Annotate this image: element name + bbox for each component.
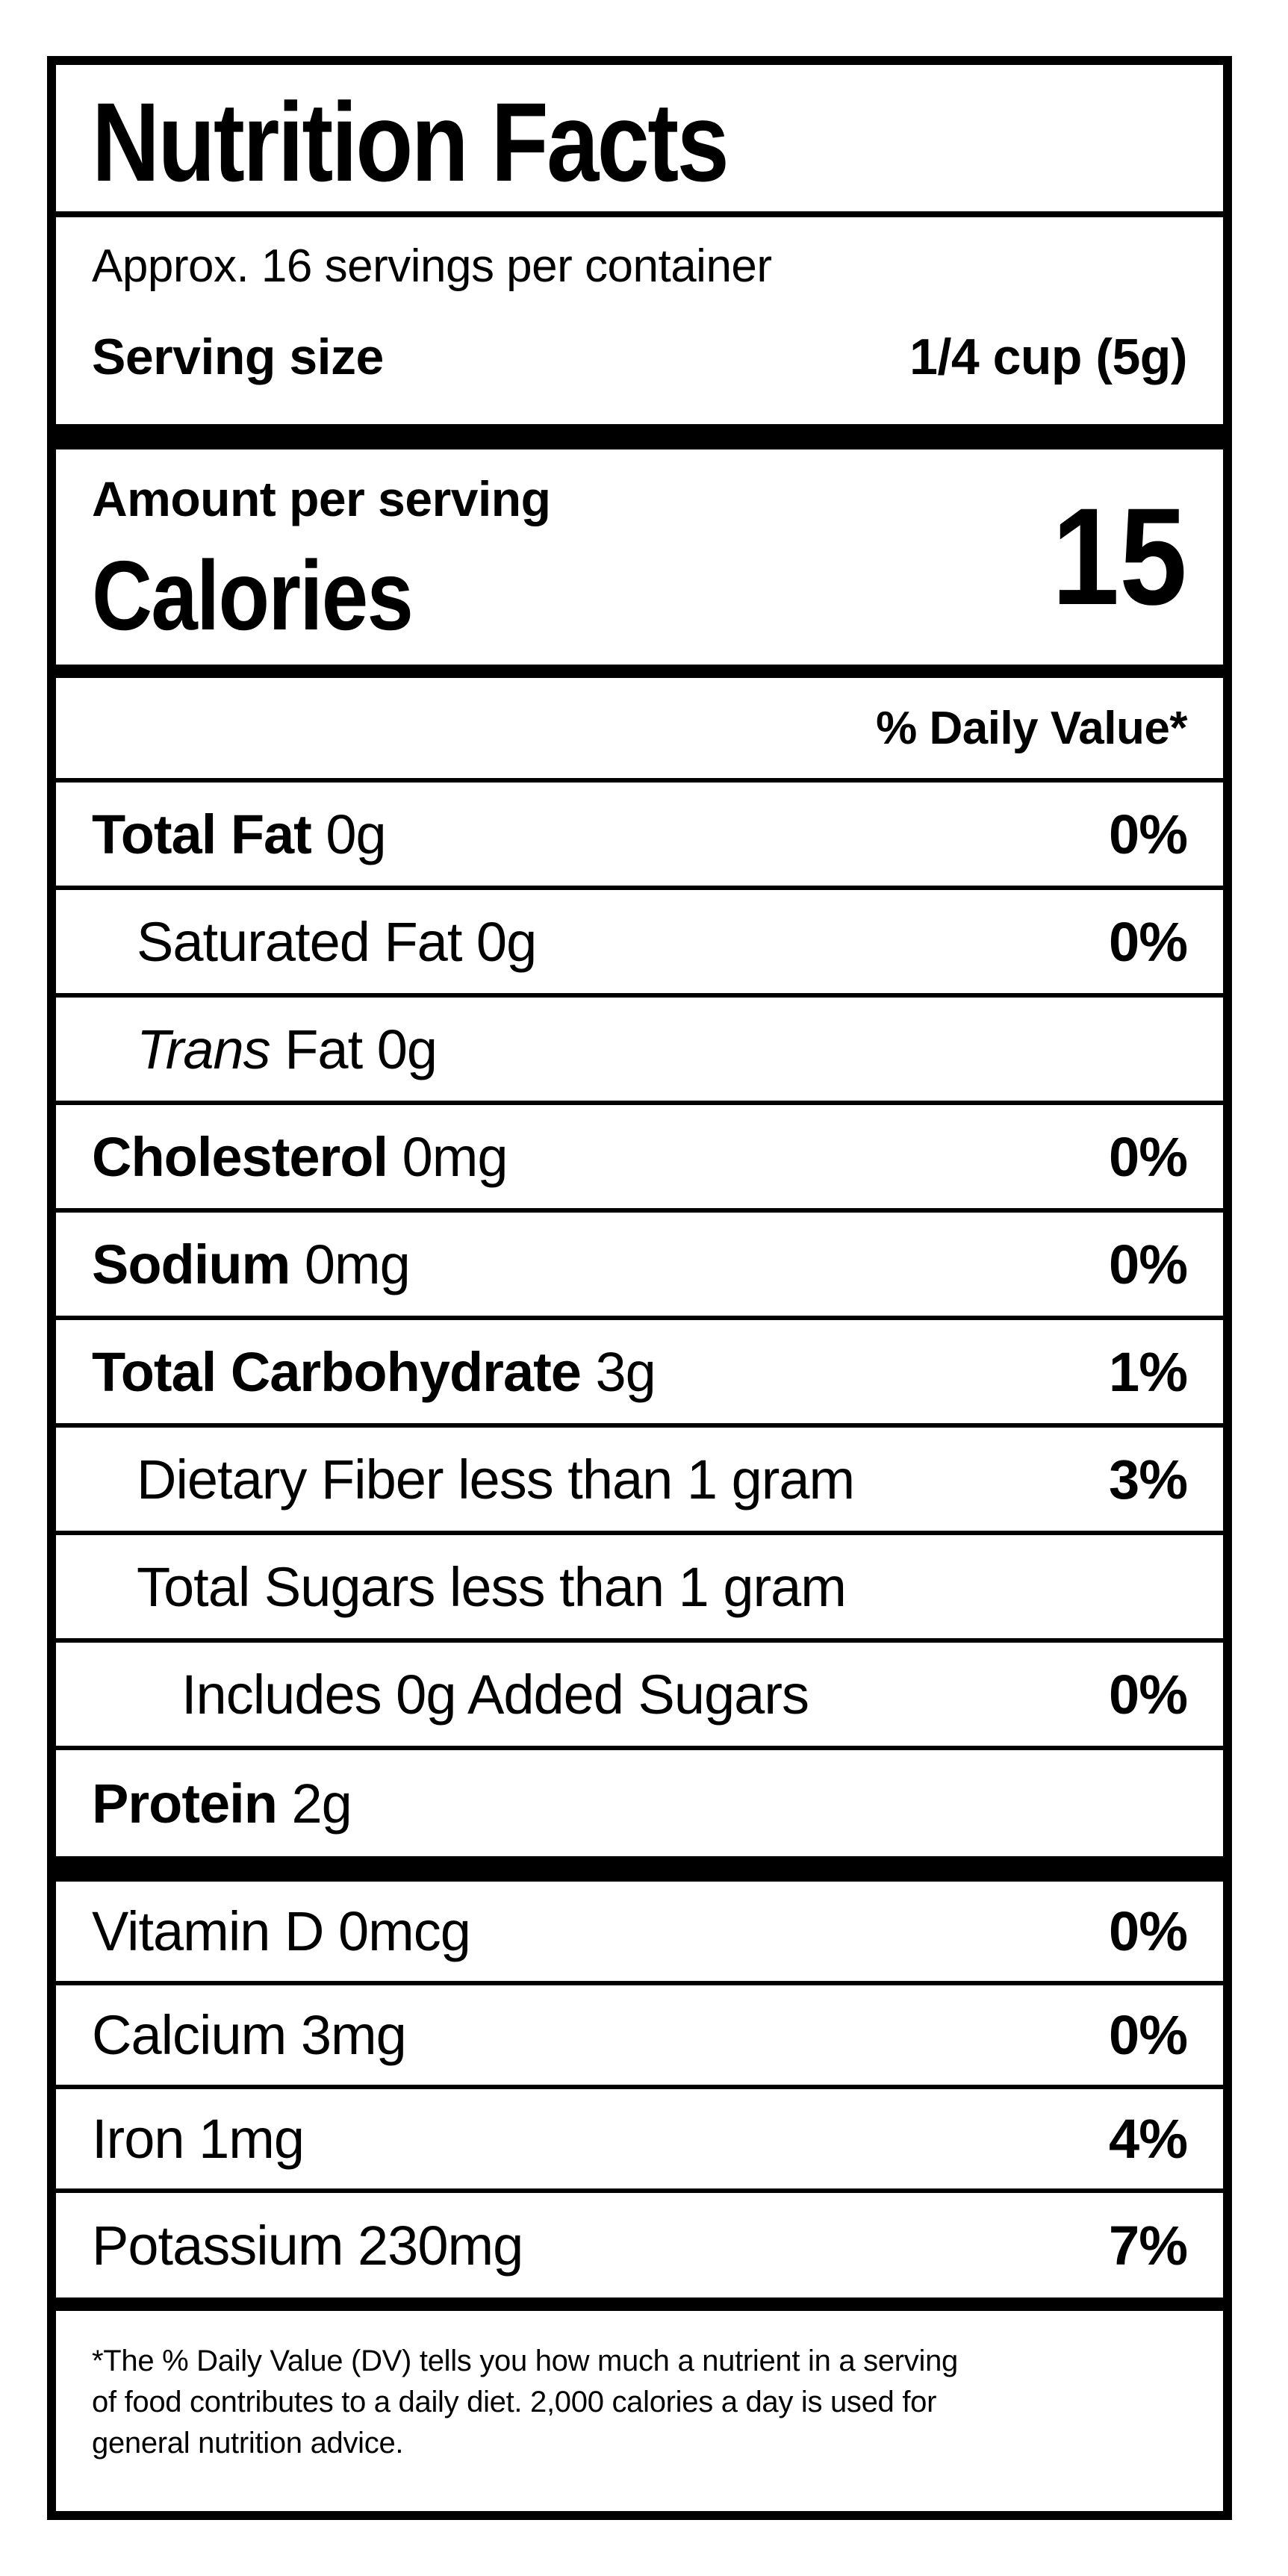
vitamin-rows: Vitamin D 0mcg 0% Calcium 3mg 0% Iron 1mg 4% P… (56, 1882, 1223, 2297)
amount-per-serving-label: Amount per serving (92, 471, 551, 526)
nutrient-row: Includes 0g Added Sugars 0% (56, 1643, 1223, 1750)
nutrient-name: Includes 0g Added Sugars (181, 1663, 809, 1726)
nutrient-daily-value: 0% (1109, 2004, 1188, 2066)
nutrient-name: Calcium 3mg (92, 2004, 407, 2066)
footnote: *The % Daily Value (DV) tells you how mu… (56, 2311, 1223, 2511)
nutrient-name: Sodium 0mg (92, 1233, 411, 1295)
nutrient-daily-value: 4% (1109, 2108, 1188, 2170)
nutrient-row: Cholesterol 0mg 0% (56, 1105, 1223, 1213)
nutrient-row: Iron 1mg 4% (56, 2089, 1223, 2193)
nutrient-daily-value: 0% (1109, 803, 1188, 865)
title-block: Nutrition Facts (56, 65, 1223, 217)
nutrient-row: Protein 2g (56, 1750, 1223, 1856)
nutrient-daily-value: 0% (1109, 1900, 1188, 1962)
nutrient-row: Trans Fat 0g (56, 998, 1223, 1105)
footnote-line: of food contributes to a daily diet. 2,0… (92, 2386, 937, 2418)
nutrient-rows: Total Fat 0g 0% Saturated Fat 0g 0% Trans Fa… (56, 783, 1223, 1856)
nutrient-row: Total Fat 0g 0% (56, 783, 1223, 890)
nutrient-row: Sodium 0mg 0% (56, 1213, 1223, 1320)
daily-value-header: % Daily Value* (56, 678, 1223, 783)
nutrient-name: Cholesterol 0mg (92, 1125, 508, 1188)
nutrient-row: Calcium 3mg 0% (56, 1985, 1223, 2089)
nutrient-row: Total Sugars less than 1 gram (56, 1535, 1223, 1643)
nutrient-name: Total Carbohydrate 3g (92, 1340, 656, 1403)
nutrient-name: Dietary Fiber less than 1 gram (137, 1448, 855, 1511)
nutrition-facts-label: Nutrition Facts Approx. 16 servings per … (47, 56, 1232, 2520)
nutrient-name: Protein 2g (92, 1772, 352, 1835)
serving-info-section: Approx. 16 servings per container Servin… (56, 217, 1223, 424)
nutrient-name: Saturated Fat 0g (137, 910, 537, 973)
nutrient-name: Iron 1mg (92, 2108, 305, 2170)
nutrient-row: Vitamin D 0mcg 0% (56, 1882, 1223, 1985)
footnote-line: *The % Daily Value (DV) tells you how mu… (92, 2345, 958, 2377)
nutrient-name: Total Fat 0g (92, 803, 387, 865)
calories-section: Amount per serving Calories 15 (56, 449, 1223, 665)
medium-divider-bar (56, 2297, 1223, 2311)
nutrient-name: Total Sugars less than 1 gram (137, 1555, 847, 1618)
footnote-line: general nutrition advice. (92, 2427, 404, 2460)
nutrient-daily-value: 0% (1109, 1663, 1188, 1726)
nutrient-daily-value: 1% (1109, 1340, 1188, 1403)
calories-label: Calories (92, 541, 414, 650)
nutrient-daily-value: 0% (1109, 1125, 1188, 1188)
nutrient-row: Potassium 230mg 7% (56, 2193, 1223, 2297)
serving-size-row: Serving size 1/4 cup (5g) (92, 328, 1187, 386)
serving-size-label: Serving size (92, 329, 384, 385)
nutrient-name: Potassium 230mg (92, 2214, 523, 2277)
servings-per-container: Approx. 16 servings per container (92, 240, 772, 292)
nutrient-name: Vitamin D 0mcg (92, 1900, 471, 1962)
thick-divider-bar (56, 1856, 1223, 1882)
nutrient-daily-value: 7% (1109, 2214, 1188, 2277)
medium-divider-bar (56, 665, 1223, 678)
nutrient-name: Trans Fat 0g (137, 1018, 438, 1080)
nutrient-daily-value: 0% (1109, 910, 1188, 973)
nutrient-row: Dietary Fiber less than 1 gram 3% (56, 1428, 1223, 1535)
nutrient-row: Saturated Fat 0g 0% (56, 890, 1223, 998)
thick-divider-bar (56, 424, 1223, 449)
serving-size-value: 1/4 cup (5g) (909, 329, 1187, 385)
nutrient-row: Total Carbohydrate 3g 1% (56, 1320, 1223, 1428)
nutrient-daily-value: 0% (1109, 1233, 1188, 1295)
calories-value: 15 (1051, 480, 1187, 634)
nutrient-daily-value: 3% (1109, 1448, 1188, 1511)
label-title: Nutrition Facts (92, 78, 729, 205)
